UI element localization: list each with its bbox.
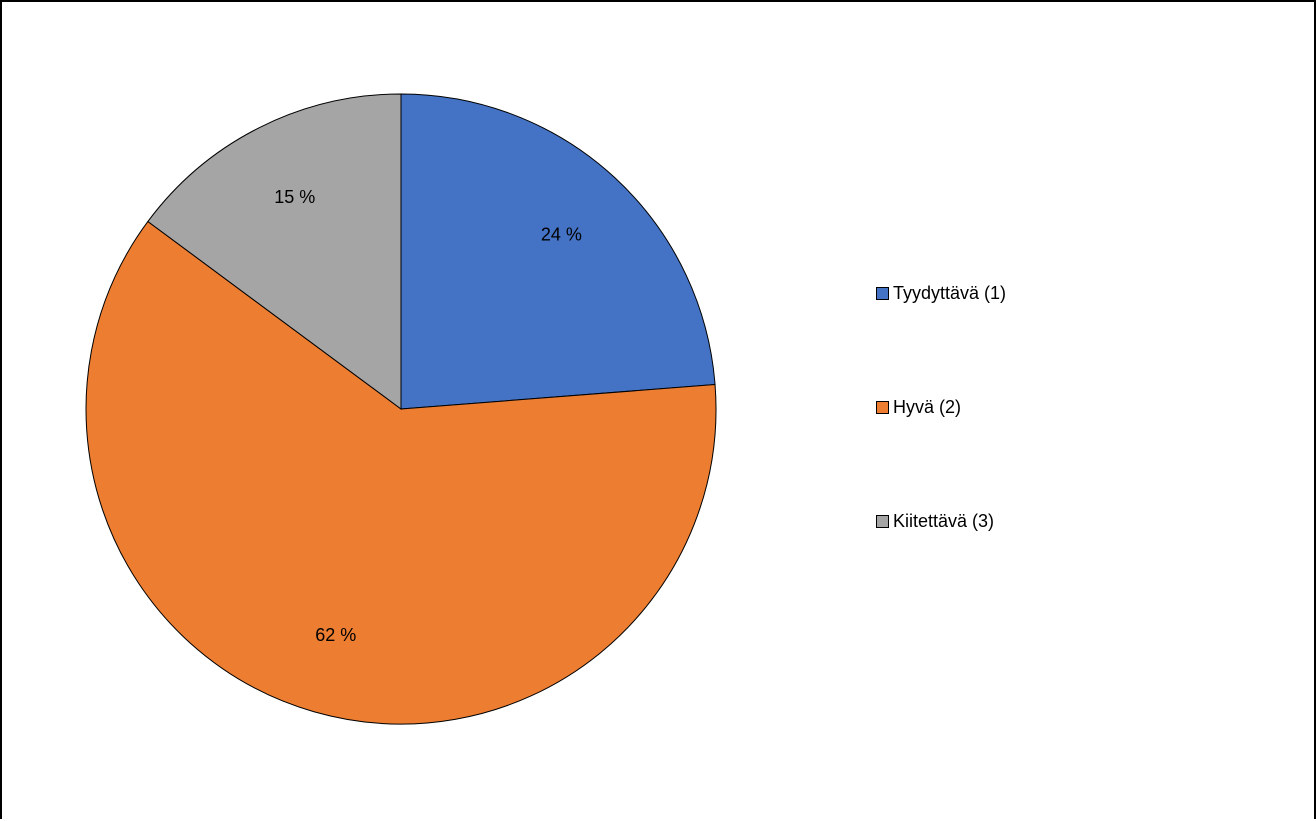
legend-label: Tyydyttävä (1) xyxy=(893,282,1007,303)
legend-item-kiitettava: Kiitettävä (3) xyxy=(876,508,1006,534)
legend-swatch xyxy=(876,514,889,528)
pie-slice-tyydyttava xyxy=(400,93,716,410)
legend-swatch xyxy=(876,286,889,300)
legend-label: Kiitettävä (3) xyxy=(893,510,995,531)
pie-slice-hyva xyxy=(85,220,717,725)
legend-swatch xyxy=(876,400,889,414)
legend-item-tyydyttava: Tyydyttävä (1) xyxy=(876,280,1006,306)
legend: Tyydyttävä (1) Hyvä (2) Kiitettävä (3) xyxy=(876,280,1006,622)
data-label-hyva: 62 % xyxy=(315,625,356,645)
legend-label: Hyvä (2) xyxy=(893,396,962,417)
legend-item-hyva: Hyvä (2) xyxy=(876,394,1006,420)
data-label-kiitettava: 15 % xyxy=(274,187,315,207)
pie-slice-kiitettava xyxy=(147,93,402,410)
data-label-tyydyttava: 24 % xyxy=(541,224,582,244)
